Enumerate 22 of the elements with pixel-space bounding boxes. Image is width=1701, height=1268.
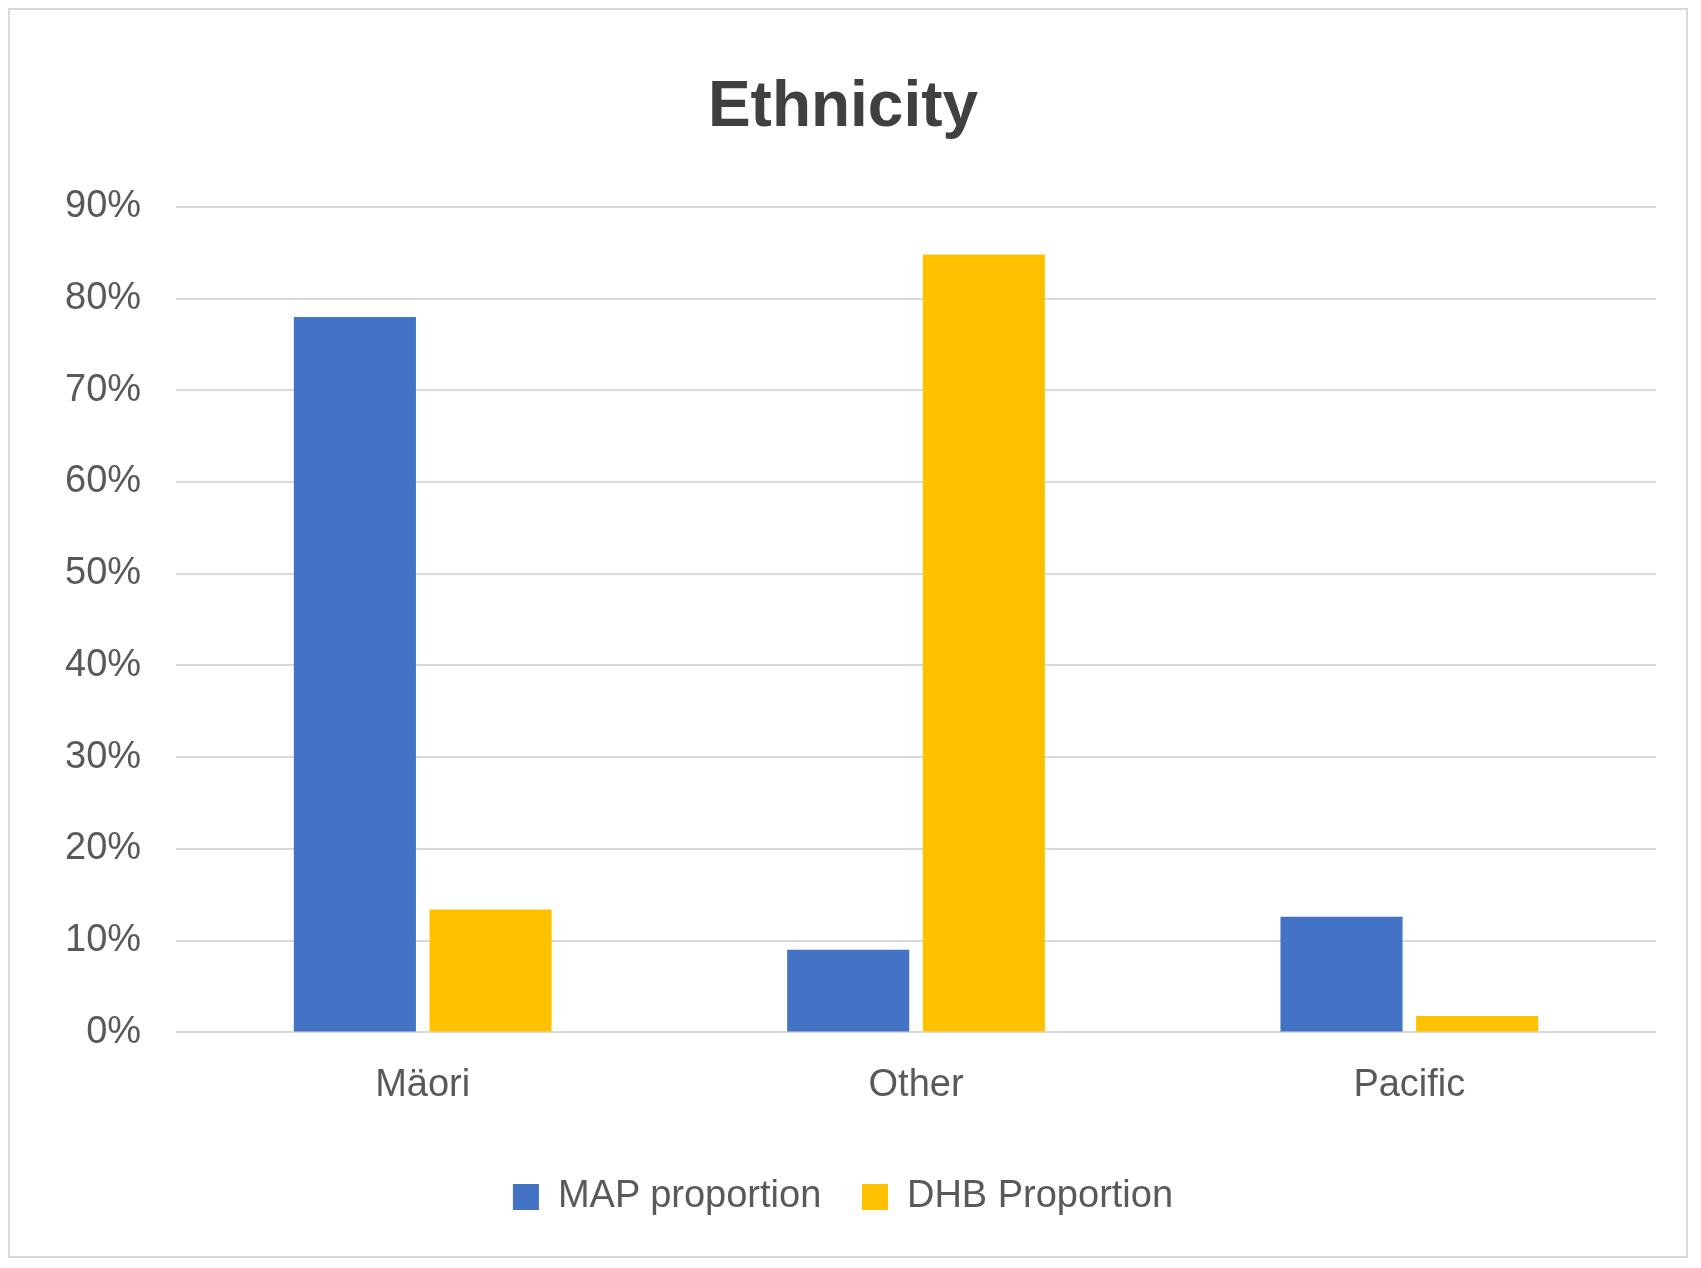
y-tick-label: 70% — [64, 366, 142, 409]
y-tick-label: 80% — [64, 275, 142, 318]
chart-title: Ethnicity — [707, 68, 979, 141]
y-tick-label: 50% — [64, 550, 142, 593]
legend-label: MAP proportion — [557, 1173, 822, 1216]
y-tick-label: 0% — [86, 1008, 142, 1051]
bar — [787, 949, 910, 1032]
bar — [429, 909, 552, 1032]
y-tick-label: 10% — [64, 917, 142, 960]
x-tick-label: Mäori — [375, 1061, 471, 1104]
bar — [293, 316, 416, 1032]
legend-label: DHB Proportion — [906, 1173, 1174, 1216]
bar — [922, 254, 1045, 1032]
bar — [1280, 916, 1403, 1032]
y-tick-label: 60% — [64, 458, 142, 501]
bar — [1416, 1015, 1539, 1032]
x-tick-label: Pacific — [1353, 1061, 1466, 1104]
x-tick-label: Other — [868, 1061, 964, 1104]
y-tick-label: 30% — [64, 733, 142, 776]
y-tick-label: 40% — [64, 641, 142, 684]
y-tick-label: 90% — [64, 183, 142, 226]
y-tick-label: 20% — [64, 825, 142, 868]
